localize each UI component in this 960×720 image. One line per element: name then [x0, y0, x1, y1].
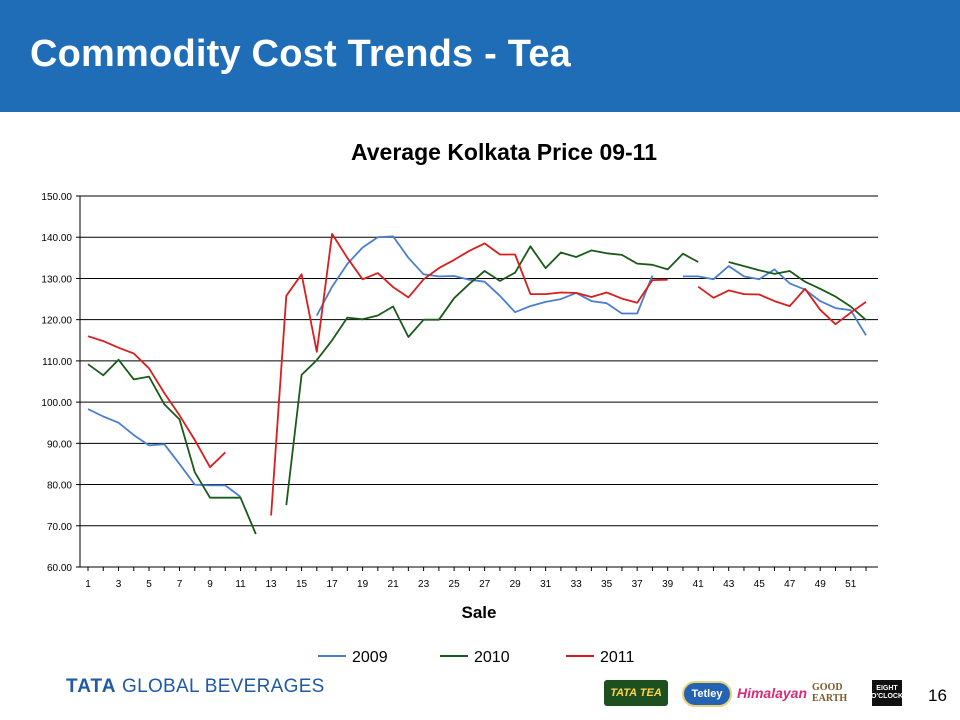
page-number: 16 [928, 686, 947, 705]
chart-title: Average Kolkata Price 09-11 [351, 139, 657, 165]
chart-legend: 2009 2010 2011 [318, 649, 635, 666]
y-tick-label: 140.00 [41, 233, 72, 244]
x-tick-label: 7 [177, 579, 183, 590]
series-line-2009 [316, 235, 654, 316]
x-tick-label: 33 [571, 579, 583, 590]
x-tick-label: 15 [296, 579, 308, 590]
series-2011 [87, 232, 867, 516]
eight-oclock-logo: EIGHT O'CLOCK [871, 680, 903, 706]
y-axis: 60.00 70.00 80.00 90.00 100.00 110.00 120.00 13… [41, 192, 81, 574]
himalayan-logo: Himalayan [736, 685, 808, 701]
x-tick-label: 31 [540, 579, 552, 590]
y-tick-label: 90.00 [47, 439, 72, 450]
series-2009 [87, 235, 867, 498]
y-tick-label: 80.00 [47, 481, 72, 492]
series-line-2010 [87, 358, 257, 535]
x-tick-label: 35 [601, 579, 613, 590]
x-tick-label: 13 [265, 579, 277, 590]
gridlines [80, 195, 878, 568]
series-line-2011 [270, 232, 668, 516]
x-tick-label: 1 [85, 579, 91, 590]
title-bar: Commodity Cost Trends - Tea [0, 0, 960, 112]
series-2010 [87, 245, 867, 535]
x-tick-label: 3 [116, 579, 122, 590]
x-tick-label: 9 [207, 579, 213, 590]
line-chart: Average Kolkata Price 09-11 60.00 70.00 80… [41, 139, 878, 666]
x-tick-label: 19 [357, 579, 369, 590]
series-line-2010 [285, 245, 699, 506]
tata-tea-logo: TATA TEA [604, 680, 668, 706]
x-tick-label: 23 [418, 579, 430, 590]
series-line-2010 [728, 261, 867, 321]
series-line-2011 [87, 335, 226, 469]
x-tick-label: 39 [662, 579, 674, 590]
x-tick-label: 47 [784, 579, 796, 590]
x-tick-label: 21 [388, 579, 400, 590]
series-line-2009 [87, 408, 242, 498]
x-axis: 1 3 5 7 9 11 13 15 17 19 21 23 25 27 29 31 33 35 37 39 41 43 4… [80, 566, 878, 590]
tata-global-beverages-logo: TATA GLOBAL BEVERAGES [66, 676, 325, 697]
x-tick-label: 51 [845, 579, 857, 590]
legend-label-2010: 2010 [474, 649, 510, 666]
x-tick-label: 37 [632, 579, 644, 590]
x-tick-label: 49 [815, 579, 827, 590]
x-tick-label: 11 [235, 579, 246, 590]
y-tick-label: 70.00 [47, 522, 72, 533]
x-axis-label: Sale [462, 603, 497, 622]
series-lines [87, 232, 867, 535]
x-tick-label: 45 [754, 579, 766, 590]
x-tick-label: 41 [693, 579, 705, 590]
x-tick-label: 27 [479, 579, 491, 590]
good-earth-logo: GOOD EARTH [812, 682, 848, 704]
y-tick-label: 120.00 [41, 316, 72, 327]
y-tick-label: 100.00 [41, 398, 72, 409]
y-tick-label: 110.00 [42, 357, 72, 368]
tetley-logo: Tetley [682, 681, 732, 707]
x-tick-label: 25 [449, 579, 461, 590]
legend-label-2009: 2009 [352, 649, 388, 666]
y-tick-label: 130.00 [41, 274, 72, 285]
y-tick-label: 60.00 [47, 563, 72, 574]
legend-label-2011: 2011 [600, 649, 635, 666]
x-tick-label: 5 [146, 579, 152, 590]
series-line-2011 [697, 285, 867, 326]
slide-title: Commodity Cost Trends - Tea [30, 33, 571, 75]
x-tick-label: 17 [327, 579, 339, 590]
x-tick-label: 43 [723, 579, 735, 590]
y-tick-label: 150.00 [41, 192, 72, 203]
x-tick-label: 29 [510, 579, 522, 590]
series-line-2009 [682, 265, 867, 336]
